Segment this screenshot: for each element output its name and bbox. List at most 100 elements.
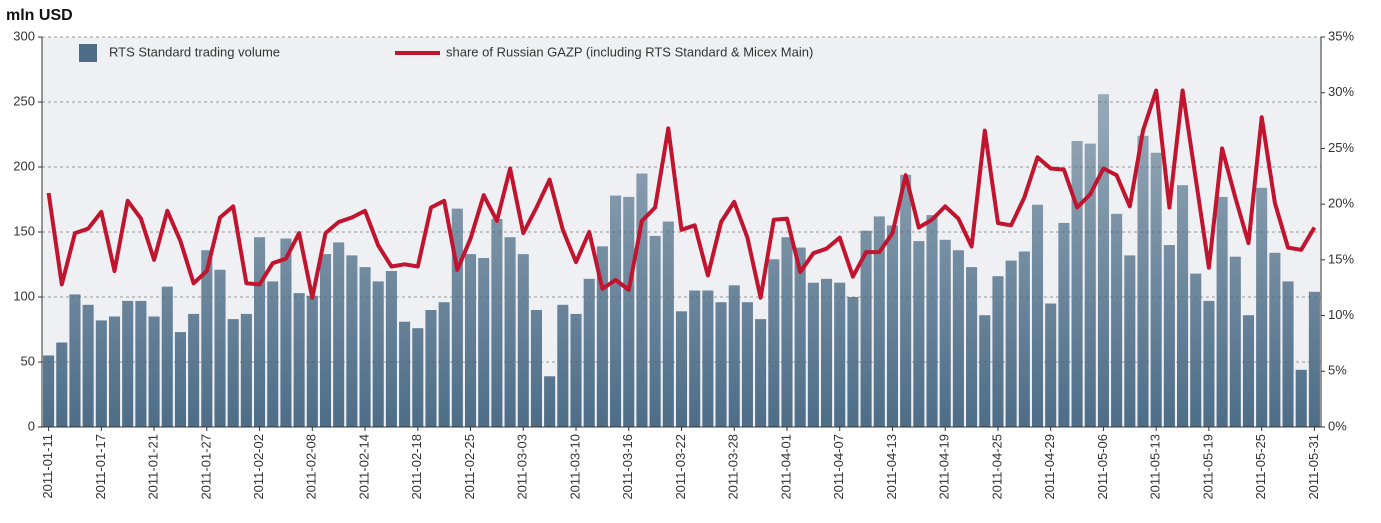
bar: [464, 254, 477, 427]
bar: [267, 281, 279, 427]
bar: [649, 235, 661, 427]
bar: [952, 250, 964, 427]
y-tick-label: 300: [13, 28, 35, 43]
bar: [227, 319, 239, 427]
bar: [491, 219, 503, 427]
x-tick-label: 2011-02-02: [251, 434, 266, 500]
bar: [623, 196, 635, 427]
y-tick-label: 200: [13, 158, 35, 173]
bar: [1216, 196, 1228, 427]
x-tick-label: 2011-05-19: [1200, 434, 1215, 500]
x-tick-label: 2011-05-25: [1253, 434, 1268, 500]
bar: [636, 173, 648, 427]
bar: [1295, 369, 1307, 427]
bar: [1242, 315, 1255, 427]
bar: [1084, 143, 1096, 427]
bar: [702, 290, 714, 427]
bar: [333, 242, 345, 427]
bar: [596, 246, 608, 427]
bar: [728, 285, 740, 427]
y-tick-label: 50: [21, 353, 35, 368]
bar: [148, 316, 160, 427]
bar: [662, 221, 674, 427]
x-tick-label: 2011-04-25: [989, 434, 1004, 500]
x-tick-label: 2011-01-11: [40, 434, 55, 499]
bar: [1045, 303, 1057, 427]
x-tick-label: 2011-01-17: [93, 434, 108, 500]
bar: [293, 293, 305, 427]
bar: [544, 376, 556, 427]
bar: [161, 286, 173, 427]
bar: [1111, 213, 1123, 427]
x-tick-label: 2011-05-31: [1306, 434, 1321, 500]
bar: [1190, 273, 1202, 427]
bar: [122, 300, 134, 427]
y2-tick-label: 15%: [1328, 251, 1354, 266]
bar: [1308, 291, 1320, 427]
bar: [992, 276, 1004, 427]
bar: [1269, 252, 1281, 427]
bar: [43, 355, 55, 427]
bar: [438, 302, 450, 427]
bar: [372, 281, 384, 427]
bar: [715, 302, 727, 427]
bar: [1031, 204, 1044, 427]
x-tick-label: 2011-03-03: [515, 434, 530, 500]
bar: [399, 321, 411, 427]
bar: [939, 239, 951, 427]
bar: [1124, 255, 1136, 427]
bar: [1058, 222, 1070, 427]
bar: [240, 313, 252, 427]
x-tick-label: 2011-05-06: [1095, 434, 1110, 500]
line: [46, 88, 1317, 300]
bar: [174, 332, 186, 427]
y-tick-label: 250: [13, 93, 35, 108]
bar: [768, 259, 780, 427]
bar: [95, 320, 107, 427]
bar: [306, 295, 318, 427]
y2-tick-label: 0%: [1328, 418, 1347, 433]
bar: [900, 174, 912, 427]
bar: [821, 278, 833, 427]
bar: [82, 304, 94, 427]
y2-tick-label: 10%: [1328, 307, 1354, 322]
bar: [478, 258, 490, 427]
x-tick-label: 2011-03-28: [726, 434, 741, 500]
x-tick-label: 2011-04-13: [884, 434, 899, 500]
bar: [873, 216, 885, 427]
bar: [847, 297, 859, 427]
y-tick-label: 100: [13, 288, 35, 303]
bar: [530, 310, 542, 427]
bar: [979, 315, 991, 427]
bar: [1282, 281, 1294, 427]
bar: [188, 313, 200, 427]
bar: [346, 255, 358, 427]
bar: [966, 267, 978, 427]
bar: [807, 282, 819, 427]
bar: [412, 328, 424, 427]
y2-tick-label: 30%: [1328, 84, 1354, 99]
bar: [570, 313, 582, 427]
bar: [319, 254, 332, 427]
bar: [610, 195, 622, 427]
bar: [741, 302, 753, 427]
bar: [425, 310, 437, 427]
bar: [451, 208, 463, 427]
bar: [781, 237, 793, 427]
bar: [1005, 260, 1017, 427]
bar: [886, 225, 899, 427]
bar: [557, 304, 569, 427]
x-tick-label: 2011-02-14: [356, 434, 371, 500]
bar: [1018, 251, 1030, 427]
bar: [1203, 300, 1215, 427]
bar: [689, 290, 701, 427]
bar: [359, 267, 371, 427]
x-tick-label: 2011-05-13: [1148, 434, 1163, 500]
bar: [108, 316, 121, 427]
y2-tick-label: 5%: [1328, 363, 1347, 378]
x-tick-label: 2011-04-19: [937, 434, 952, 500]
x-tick-label: 2011-03-16: [620, 434, 635, 500]
bar: [1071, 141, 1083, 427]
bar: [56, 342, 68, 427]
bar: [860, 230, 872, 427]
